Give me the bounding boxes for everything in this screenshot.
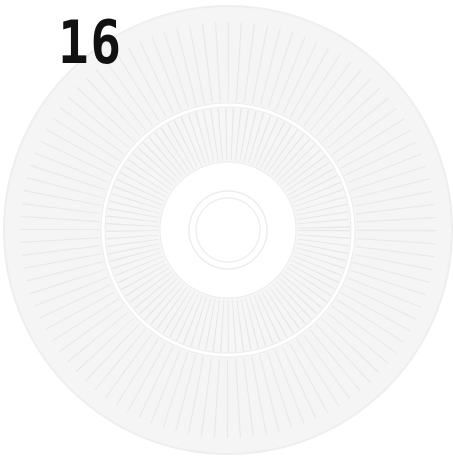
score: 16 [58,8,123,78]
game-screen: 16 (() => { const data = JSON.parse(docu… [0,0,453,460]
hub-inner [196,198,260,262]
